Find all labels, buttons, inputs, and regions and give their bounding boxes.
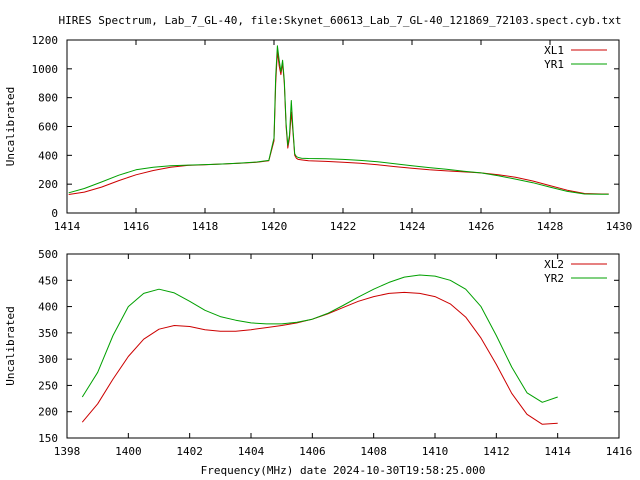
series-line-yr2 — [81, 274, 558, 403]
y-tick-label: 500 — [38, 248, 58, 261]
y-tick-label: 200 — [38, 178, 58, 191]
x-tick-label: 1414 — [544, 445, 571, 458]
series-line-yr1 — [68, 45, 609, 195]
y-tick-label: 600 — [38, 121, 58, 134]
series-line-xl2 — [81, 291, 558, 425]
series-line-xl1 — [68, 51, 609, 195]
y-tick-label: 200 — [38, 406, 58, 419]
x-tick-label: 1426 — [468, 220, 495, 233]
y-tick-label: 450 — [38, 274, 58, 287]
legend-label-xl2: XL2 — [544, 258, 564, 271]
x-tick-label: 1420 — [261, 220, 288, 233]
y-tick-label: 400 — [38, 149, 58, 162]
y-tick-label: 1200 — [32, 34, 59, 47]
x-tick-label: 1422 — [330, 220, 357, 233]
y-tick-label: 0 — [51, 207, 58, 220]
y-tick-label: 400 — [38, 301, 58, 314]
bottom-spectrum-plot: 1398 1400 1402 1404 1406 1408 1410 1412 1414 1416… — [4, 248, 632, 477]
x-tick-label: 1400 — [115, 445, 142, 458]
y-tick-label: 800 — [38, 92, 58, 105]
x-tick-label: 1430 — [606, 220, 633, 233]
plot-frame — [66, 253, 620, 439]
x-tick-label: 1404 — [238, 445, 265, 458]
x-tick-label: 1418 — [192, 220, 219, 233]
x-tick-label: 1414 — [54, 220, 81, 233]
y-tick-label: 150 — [38, 432, 58, 445]
legend-label-xl1: XL1 — [544, 44, 564, 57]
x-tick-label: 1410 — [422, 445, 449, 458]
legend-label-yr2: YR2 — [544, 272, 564, 285]
x-tick-label: 1412 — [483, 445, 510, 458]
y-axis-label: Uncalibrated — [4, 306, 17, 385]
x-tick-label: 1402 — [176, 445, 203, 458]
y-tick-label: 300 — [38, 353, 58, 366]
y-tick-label: 250 — [38, 379, 58, 392]
plot-frame — [66, 39, 620, 214]
x-axis-label: Frequency(MHz) date 2024-10-30T19:58:25.… — [201, 464, 486, 477]
y-tick-label: 1000 — [32, 63, 59, 76]
x-tick-label: 1424 — [399, 220, 426, 233]
y-tick-label: 350 — [38, 327, 58, 340]
x-tick-label: 1416 — [123, 220, 150, 233]
y-axis-label: Uncalibrated — [4, 87, 17, 166]
top-spectrum-plot: 1414 1416 1418 1420 1422 1424 1426 1428 1430 0 200… — [4, 34, 632, 233]
x-tick-label: 1408 — [360, 445, 387, 458]
legend-label-yr1: YR1 — [544, 58, 564, 71]
x-tick-label: 1406 — [299, 445, 326, 458]
x-tick-label: 1428 — [537, 220, 564, 233]
x-tick-label: 1398 — [54, 445, 81, 458]
x-tick-label: 1416 — [606, 445, 633, 458]
figure-title: HIRES Spectrum, Lab_7_GL-40, file:Skynet… — [59, 14, 622, 27]
